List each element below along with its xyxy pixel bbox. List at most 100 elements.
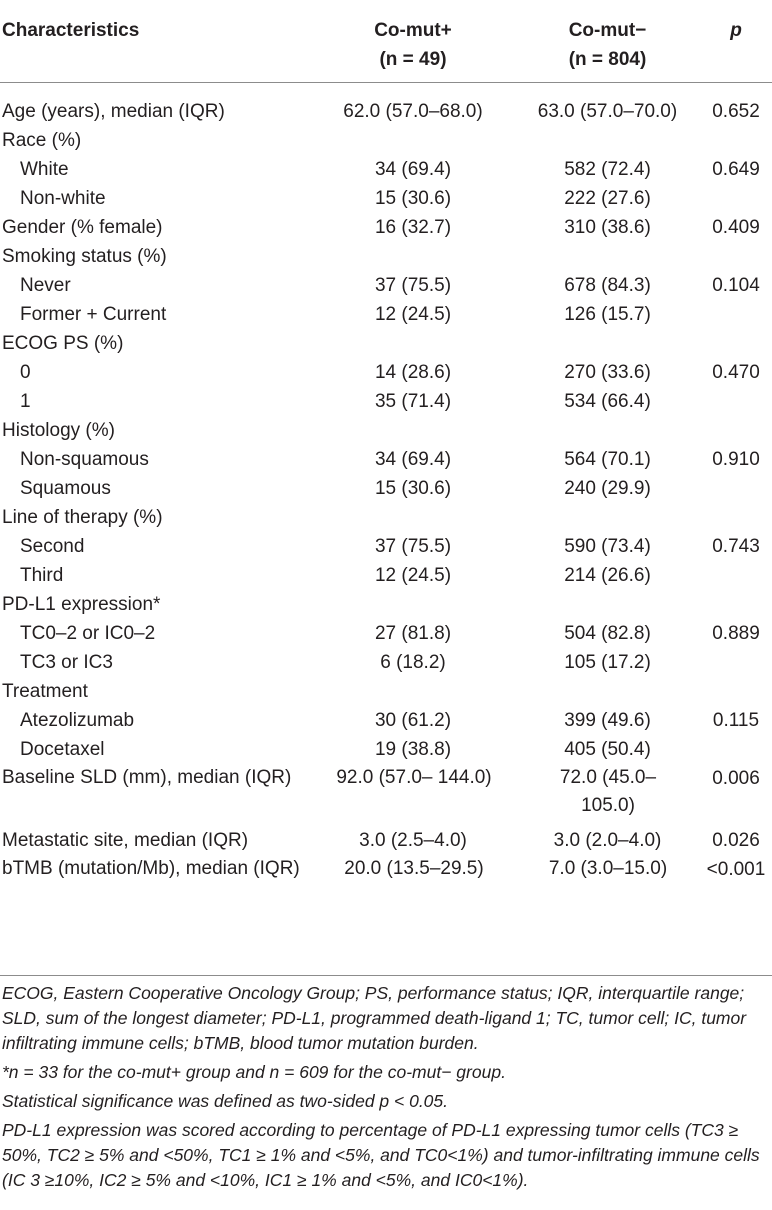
row-label: Race (%)	[2, 130, 82, 151]
row-label: Gender (% female)	[2, 217, 163, 238]
co-mut-negative-value: 126 (15.7)	[564, 304, 651, 325]
header-co-mut-positive: Co-mut+ (n = 49)	[303, 16, 523, 74]
p-value: 0.006	[712, 768, 760, 789]
table-row: ECOG PS (%)	[0, 329, 772, 358]
row-label: Squamous	[20, 478, 111, 499]
co-mut-positive-value: 34 (69.4)	[374, 159, 452, 180]
co-mut-negative-value: 63.0 (57.0–70.0)	[537, 101, 678, 122]
header-p-value: p	[730, 20, 742, 41]
co-mut-positive-value: 19 (38.8)	[374, 739, 452, 760]
row-label: Histology (%)	[2, 420, 115, 441]
co-mut-negative-value: 270 (33.6)	[564, 362, 651, 383]
co-mut-positive-value: 92.0 (57.0– 144.0)	[336, 767, 492, 788]
row-label: bTMB (mutation/Mb), median (IQR)	[2, 858, 300, 879]
header-co-mut-negative-n: (n = 804)	[568, 49, 647, 70]
table-row: Gender (% female) 16 (32.7) 310 (38.6) 0.40…	[0, 213, 772, 242]
table-row: Treatment	[0, 677, 772, 706]
table-row: Atezolizumab 30 (61.2) 399 (49.6) 0.115	[0, 706, 772, 735]
co-mut-negative-value: 399 (49.6)	[564, 710, 651, 731]
row-label: PD-L1 expression*	[2, 594, 161, 615]
table-row: Race (%)	[0, 126, 772, 155]
row-label: Docetaxel	[20, 739, 105, 760]
row-label: White	[20, 159, 69, 180]
row-label: Third	[20, 565, 64, 586]
row-label: Second	[20, 536, 85, 557]
row-label: Former + Current	[20, 304, 167, 325]
table-row: Former + Current 12 (24.5) 126 (15.7)	[0, 300, 772, 329]
table-row: 0 14 (28.6) 270 (33.6) 0.470	[0, 358, 772, 387]
row-label: Treatment	[2, 681, 88, 702]
footnote-abbreviations: ECOG, Eastern Cooperative Oncology Group…	[2, 983, 747, 1053]
header-co-mut-negative-name: Co-mut−	[568, 20, 647, 41]
row-label: 0	[20, 362, 31, 383]
co-mut-negative-value: 7.0 (3.0–15.0)	[548, 858, 668, 879]
co-mut-negative-value: 590 (73.4)	[564, 536, 651, 557]
co-mut-negative-value: 405 (50.4)	[564, 739, 651, 760]
co-mut-positive-value: 15 (30.6)	[374, 188, 452, 209]
table-row: Baseline SLD (mm), median (IQR) 92.0 (57.…	[0, 764, 772, 822]
table-row: Non-white 15 (30.6) 222 (27.6)	[0, 184, 772, 213]
footnote-asterisk: *n = 33 for the co-mut+ group and n = 60…	[2, 1062, 506, 1082]
row-label: Smoking status (%)	[2, 246, 167, 267]
table-row: Docetaxel 19 (38.8) 405 (50.4)	[0, 735, 772, 764]
p-value: 0.115	[712, 710, 760, 731]
header-co-mut-positive-name: Co-mut+	[374, 20, 452, 41]
table-row: Never 37 (75.5) 678 (84.3) 0.104	[0, 271, 772, 300]
p-value: 0.470	[712, 362, 760, 383]
co-mut-positive-value: 12 (24.5)	[374, 565, 452, 586]
table-row: Age (years), median (IQR) 62.0 (57.0–68.0…	[0, 97, 772, 126]
p-value: 0.026	[712, 830, 760, 851]
co-mut-negative-value: 582 (72.4)	[564, 159, 651, 180]
header-characteristics: Characteristics	[2, 20, 140, 41]
co-mut-negative-value: 240 (29.9)	[564, 478, 651, 499]
p-value: 0.652	[712, 101, 760, 122]
row-label: Never	[20, 275, 71, 296]
table-row: Line of therapy (%)	[0, 503, 772, 532]
table-bottom-divider	[0, 975, 772, 976]
p-value: 0.649	[712, 159, 760, 180]
co-mut-positive-value: 62.0 (57.0–68.0)	[343, 101, 483, 122]
co-mut-negative-value: 214 (26.6)	[564, 565, 651, 586]
row-label: TC0–2 or IC0–2	[20, 623, 156, 644]
table-footnotes: ECOG, Eastern Cooperative Oncology Group…	[2, 981, 772, 1193]
row-label: Metastatic site, median (IQR)	[2, 830, 249, 851]
co-mut-negative-value: 564 (70.1)	[564, 449, 651, 470]
table-row: Squamous 15 (30.6) 240 (29.9)	[0, 474, 772, 503]
co-mut-positive-value: 35 (71.4)	[374, 391, 452, 412]
table-row: bTMB (mutation/Mb), median (IQR) 20.0 (13…	[0, 855, 772, 913]
row-label: 1	[20, 391, 31, 412]
co-mut-negative-value: 310 (38.6)	[564, 217, 651, 238]
p-value: <0.001	[706, 859, 766, 880]
co-mut-positive-value: 27 (81.8)	[374, 623, 452, 644]
co-mut-positive-value: 15 (30.6)	[374, 478, 452, 499]
co-mut-positive-value: 14 (28.6)	[374, 362, 452, 383]
footnote-pdl1-scoring: PD-L1 expression was scored according to…	[2, 1120, 760, 1190]
table-row: Third 12 (24.5) 214 (26.6)	[0, 561, 772, 590]
co-mut-negative-value: 3.0 (2.0–4.0)	[553, 830, 662, 851]
co-mut-negative-value: 222 (27.6)	[564, 188, 651, 209]
p-value: 0.104	[712, 275, 760, 296]
table-row: Non-squamous 34 (69.4) 564 (70.1) 0.910	[0, 445, 772, 474]
table-row: 1 35 (71.4) 534 (66.4)	[0, 387, 772, 416]
co-mut-negative-value: 105 (17.2)	[564, 652, 651, 673]
co-mut-positive-value: 34 (69.4)	[374, 449, 452, 470]
table-row: TC0–2 or IC0–2 27 (81.8) 504 (82.8) 0.889	[0, 619, 772, 648]
table-row: Smoking status (%)	[0, 242, 772, 271]
co-mut-positive-value: 12 (24.5)	[374, 304, 452, 325]
co-mut-negative-value: 504 (82.8)	[564, 623, 651, 644]
co-mut-positive-value: 30 (61.2)	[374, 710, 452, 731]
table-row: Histology (%)	[0, 416, 772, 445]
table-row: Second 37 (75.5) 590 (73.4) 0.743	[0, 532, 772, 561]
table-row: Metastatic site, median (IQR) 3.0 (2.5–4.…	[0, 826, 772, 855]
co-mut-positive-value: 3.0 (2.5–4.0)	[359, 830, 467, 851]
co-mut-negative-value: 72.0 (45.0– 105.0)	[559, 767, 657, 816]
row-label: Non-white	[20, 188, 106, 209]
row-label: Age (years), median (IQR)	[2, 101, 225, 122]
co-mut-positive-value: 6 (18.2)	[380, 652, 446, 673]
row-label: Non-squamous	[20, 449, 149, 470]
table-row: White 34 (69.4) 582 (72.4) 0.649	[0, 155, 772, 184]
co-mut-negative-value: 534 (66.4)	[564, 391, 651, 412]
p-value: 0.743	[712, 536, 760, 557]
p-value: 0.409	[712, 217, 760, 238]
